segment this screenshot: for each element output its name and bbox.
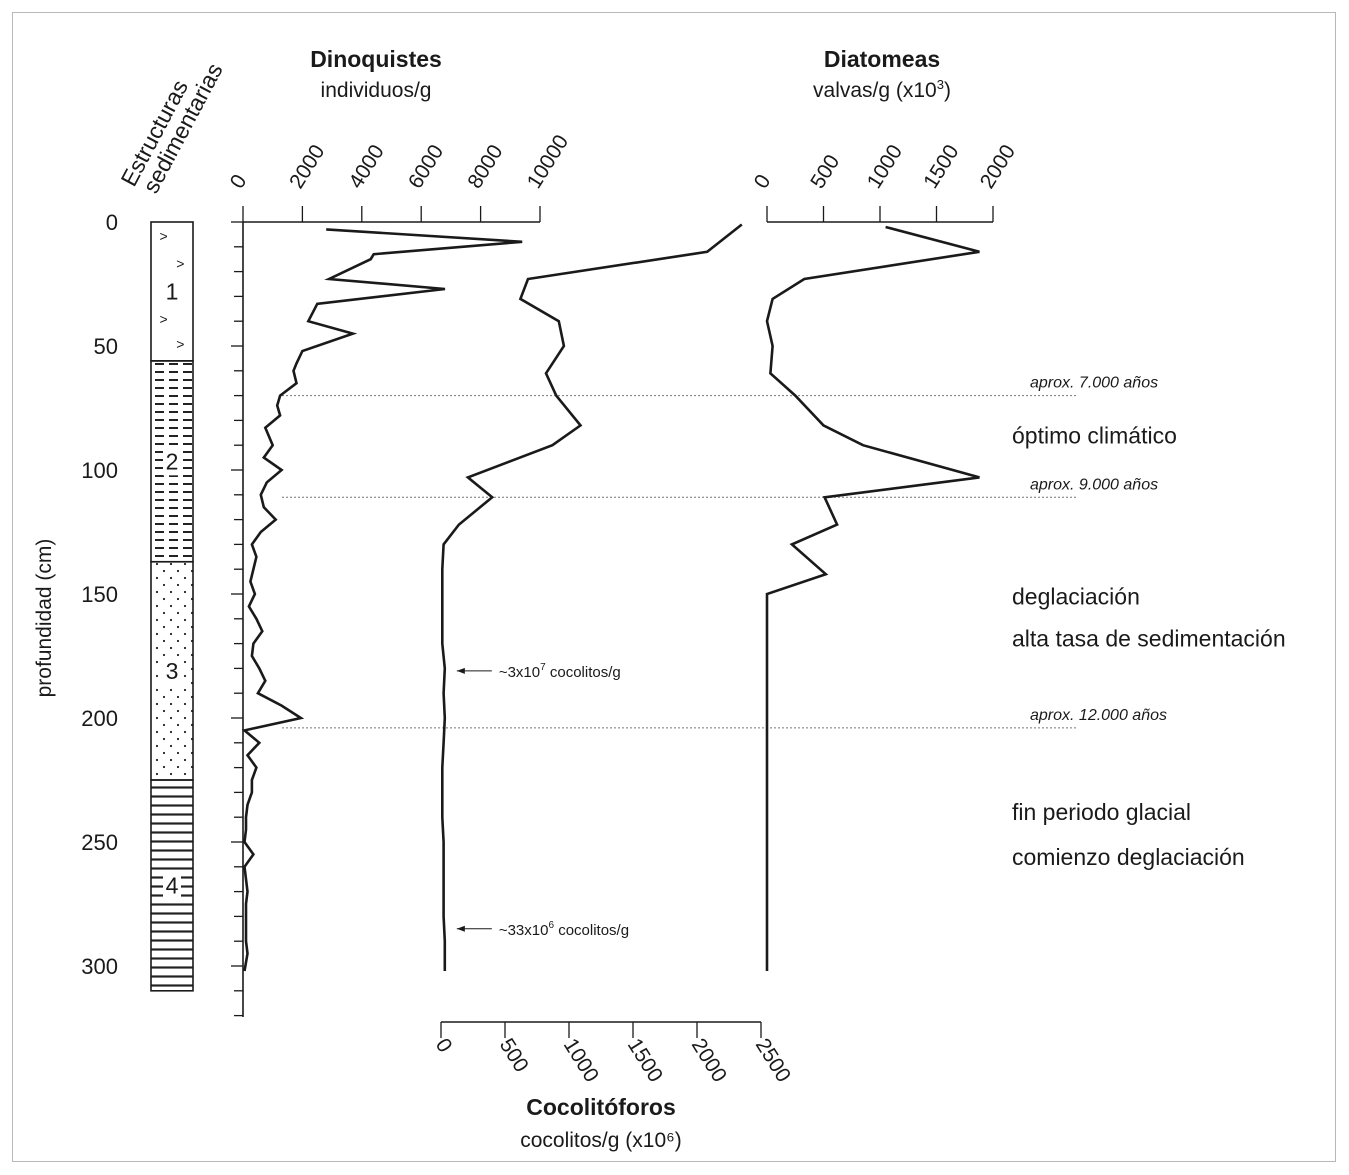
strat-unit-label: 2 bbox=[166, 448, 179, 474]
cocolitoforos-tick-label: 2500 bbox=[751, 1034, 795, 1086]
depth-tick-label: 300 bbox=[81, 954, 118, 979]
diatomeas-unit-sup: 3 bbox=[937, 77, 944, 92]
cocolitoforos-series-line bbox=[441, 223, 743, 971]
diatomeas-unit-suffix: ) bbox=[944, 79, 951, 102]
zone-label: alta tasa de sedimentación bbox=[1012, 626, 1286, 652]
annotation-label: ~33x106 cocolitos/g bbox=[499, 920, 629, 939]
diatomeas-unit-prefix: valvas/g (x10 bbox=[813, 79, 937, 102]
cocolitoforos-tick-label: 0 bbox=[431, 1034, 457, 1056]
dinoquistes-axis: Dinoquistes individuos/g 0 2000 4000 6000 80… bbox=[226, 46, 573, 223]
strat-mark: > bbox=[160, 311, 168, 327]
diatomeas-tick-label: 2000 bbox=[976, 141, 1020, 193]
cocolitoforos-tick-label: 500 bbox=[495, 1034, 533, 1076]
depth-axis: 0 50 100 150 200 250 300 profundidad (cm) bbox=[33, 210, 244, 1017]
annotation-label: ~3x107 cocolitos/g bbox=[499, 662, 621, 681]
strat-unit-label-bg bbox=[163, 872, 181, 900]
diatomeas-axis: Diatomeas valvas/g (x103) 0 500 1000 1500 20… bbox=[750, 46, 1020, 223]
zone-label: fin periodo glacial bbox=[1012, 799, 1191, 825]
age-marker-label: aprox. 12.000 años bbox=[1030, 707, 1167, 724]
age-marker-label: aprox. 7.000 años bbox=[1030, 375, 1158, 392]
annotation-arrowhead bbox=[456, 667, 465, 674]
age-markers: aprox. 7.000 años aprox. 9.000 años aprox.… bbox=[282, 375, 1167, 729]
depth-tick-label: 250 bbox=[81, 830, 118, 855]
strat-mark: > bbox=[160, 228, 168, 244]
annotation-arrowhead bbox=[456, 925, 465, 932]
annotation-sup: 6 bbox=[548, 920, 554, 931]
strat-unit-label: 1 bbox=[166, 278, 179, 304]
age-marker-label: aprox. 9.000 años bbox=[1030, 476, 1158, 493]
cocolitoforos-tick-label: 1500 bbox=[623, 1034, 667, 1086]
zone-label: óptimo climático bbox=[1012, 422, 1177, 448]
diatomeas-tick-label: 0 bbox=[750, 171, 776, 193]
annotation-prefix: ~33x10 bbox=[499, 922, 549, 939]
cocolitoforos-tick-label: 2000 bbox=[687, 1034, 731, 1086]
diatomeas-tick-label: 1000 bbox=[863, 141, 907, 193]
depth-tick-label: 200 bbox=[81, 706, 118, 731]
dinoquistes-tick-label: 10000 bbox=[523, 131, 573, 193]
diatomeas-unit: valvas/g (x103) bbox=[813, 77, 951, 102]
diatomeas-series-line bbox=[765, 225, 980, 971]
depth-tick-label: 100 bbox=[81, 458, 118, 483]
dinoquistes-ticks: 0 2000 4000 6000 8000 10000 bbox=[226, 131, 573, 222]
strat-unit-label: 4 bbox=[166, 872, 179, 898]
dinoquistes-tick-label: 2000 bbox=[285, 141, 329, 193]
cocolitoforos-tick-label: 1000 bbox=[559, 1034, 603, 1086]
strat-units: > > > >1 2 3 4 bbox=[150, 221, 194, 992]
strat-mark: > bbox=[176, 256, 184, 272]
annotations: ~3x107 cocolitos/g~33x106 cocolitos/g bbox=[456, 662, 629, 939]
annotation-prefix: ~3x10 bbox=[499, 664, 540, 681]
depth-tick-label: 0 bbox=[106, 210, 118, 235]
annotation-suffix: cocolitos/g bbox=[546, 664, 621, 681]
dinoquistes-tick-label: 0 bbox=[226, 171, 252, 193]
strat-unit-label: 3 bbox=[166, 658, 179, 684]
diatomeas-ticks: 0 500 1000 1500 2000 bbox=[750, 141, 1020, 222]
annotation-sup: 7 bbox=[540, 662, 546, 673]
cocolitoforos-unit: cocolitos/g (x10⁶) bbox=[520, 1129, 682, 1152]
depth-axis-label: profundidad (cm) bbox=[33, 539, 56, 698]
zone-label: deglaciación bbox=[1012, 583, 1140, 609]
dinoquistes-tick-label: 6000 bbox=[404, 141, 448, 193]
depth-ticks: 0 50 100 150 200 250 300 bbox=[81, 210, 243, 1017]
depth-tick-label: 150 bbox=[81, 582, 118, 607]
diatomeas-tick-label: 1500 bbox=[919, 141, 963, 193]
diatomeas-title: Diatomeas bbox=[824, 46, 940, 72]
diatomeas-tick-label: 500 bbox=[806, 151, 844, 193]
dinoquistes-title: Dinoquistes bbox=[310, 46, 442, 72]
zone-label: comienzo deglaciación bbox=[1012, 844, 1245, 870]
strat-mark: > bbox=[176, 336, 184, 352]
strat-unit-label-bg bbox=[163, 448, 181, 476]
cocolitoforos-axis: 0 500 1000 1500 2000 2500 Cocolitóforos cocol… bbox=[431, 1021, 795, 1152]
cocolitoforos-ticks: 0 500 1000 1500 2000 2500 bbox=[431, 1022, 795, 1086]
zone-labels: óptimo climático deglaciación alta tasa de… bbox=[1012, 422, 1286, 870]
annotation-suffix: cocolitos/g bbox=[554, 922, 629, 939]
figure-frame bbox=[12, 12, 1336, 1162]
dinoquistes-tick-label: 8000 bbox=[463, 141, 507, 193]
depth-tick-label: 50 bbox=[94, 334, 118, 359]
dinoquistes-tick-label: 4000 bbox=[345, 141, 389, 193]
strat-unit-label-bg bbox=[163, 278, 181, 306]
cocolitoforos-title: Cocolitóforos bbox=[526, 1094, 676, 1120]
dinoquistes-series-line bbox=[241, 228, 523, 972]
strat-unit-label-bg bbox=[163, 657, 181, 685]
dinoquistes-unit: individuos/g bbox=[321, 79, 432, 102]
